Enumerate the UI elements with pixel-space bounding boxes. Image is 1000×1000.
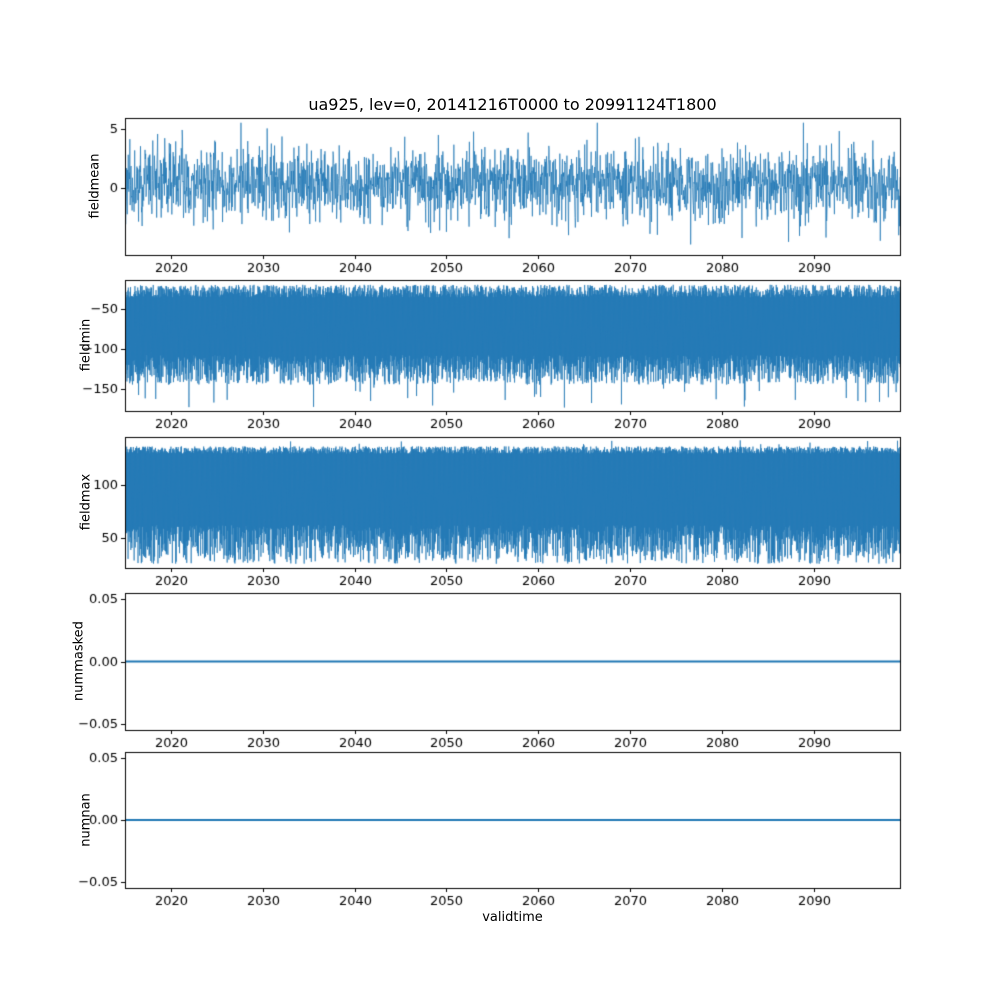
ylabel-nummasked: nummasked	[71, 621, 87, 701]
ylabel-fieldmin: fieldmin	[78, 318, 94, 372]
ylabel-fieldmean: fieldmean	[87, 153, 103, 219]
ylabel-numnan: numnan	[78, 793, 94, 847]
chart-title: ua925, lev=0, 20141216T0000 to 20991124T…	[308, 95, 717, 114]
ylabel-fieldmax: fieldmax	[78, 473, 94, 531]
x-axis-label: validtime	[482, 910, 543, 925]
